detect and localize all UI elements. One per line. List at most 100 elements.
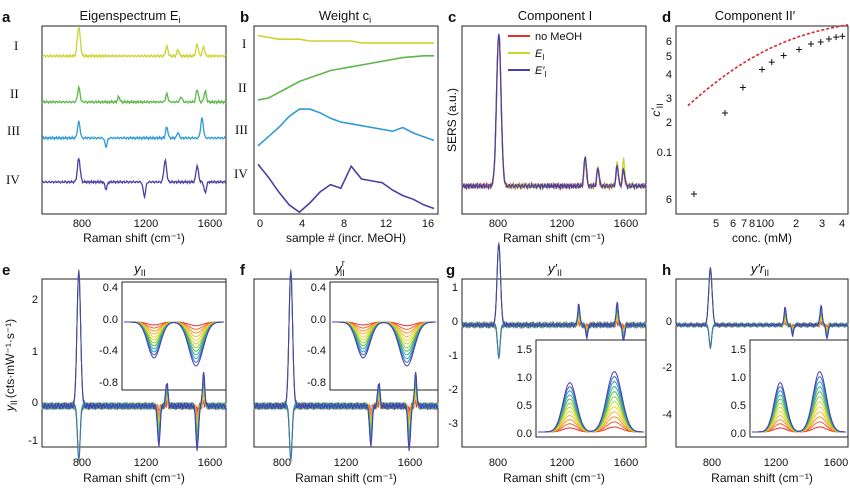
panel-e-title: yII xyxy=(133,261,146,278)
inset-ytick: 0.5 xyxy=(731,400,746,412)
panel-h-xtick: 1600 xyxy=(824,457,848,469)
panel-e-ytick: -1 xyxy=(28,435,38,447)
data-point xyxy=(833,34,840,41)
panel-g-ytick: -1 xyxy=(448,350,458,362)
legend-label-main: E′ xyxy=(535,65,545,77)
panel-h-yticks: 0 -2 -4 xyxy=(662,316,672,421)
eigenspectrum-line xyxy=(41,117,227,148)
panel-label-h: h xyxy=(662,262,671,279)
fit-line xyxy=(687,24,849,107)
inset-ytick: -0.4 xyxy=(99,345,118,357)
panel-e-ytick: 0 xyxy=(32,397,38,409)
panel-g-xlabel: Raman shift (cm⁻¹) xyxy=(503,471,605,485)
panel-e-xlabel: Raman shift (cm⁻¹) xyxy=(83,471,185,485)
panel-c-xlabel: Raman shift (cm⁻¹) xyxy=(503,231,605,245)
panel-h-title: y′rII xyxy=(750,261,769,278)
difference-line xyxy=(253,271,439,452)
panel-e-ylabel-sub: II xyxy=(9,400,19,405)
panel-a-title-sub: i xyxy=(179,15,181,25)
legend-label-main: E xyxy=(535,48,543,60)
weight-line xyxy=(257,108,435,147)
panel-b-xtick: 12 xyxy=(380,218,392,230)
inset-ytick: 1.0 xyxy=(731,372,746,384)
panel-b-xticks: 0 4 8 12 16 xyxy=(257,218,434,230)
panel-c-xtick: 800 xyxy=(489,218,507,230)
panel-d-xtick: 4 xyxy=(839,218,845,230)
eigenspectrum-line xyxy=(41,84,227,105)
panel-d-ytick: 3 xyxy=(666,93,672,105)
inset-ytick: 0.0 xyxy=(311,314,326,326)
inset-ytick: 1.0 xyxy=(517,372,532,384)
panel-e-ylabel: yII (cts·mW⁻¹·s⁻¹) xyxy=(3,319,19,412)
panel-h-ytick: 0 xyxy=(666,316,672,328)
panel-label-b: b xyxy=(240,9,249,26)
panel-c-ylabel: SERS (a.u.) xyxy=(445,88,459,152)
component-line xyxy=(461,34,647,191)
data-point xyxy=(768,59,775,66)
panel-f-xtick: 1200 xyxy=(334,457,358,469)
panel-g-title: y′II xyxy=(547,261,562,278)
legend-label-sub: I xyxy=(544,70,546,79)
panel-a-title: Eigenspectrum Ei xyxy=(80,8,181,25)
panel-d-title: Component II′ xyxy=(715,8,796,23)
panel-d-ytick: 0.1 xyxy=(657,147,672,159)
inset-ytick: 1.5 xyxy=(517,344,532,356)
panel-e-xtick: 1200 xyxy=(134,457,158,469)
panel-d-ytick: 6 xyxy=(666,194,672,206)
difference-line xyxy=(253,382,439,458)
inset-line xyxy=(332,321,436,367)
panel-b-row-label: IV xyxy=(234,166,248,181)
panel-h-xlabel: Raman shift (cm⁻¹) xyxy=(711,471,813,485)
panel-e-yticks: 2 1 0 -1 xyxy=(28,294,38,447)
panel-e-title-main: y xyxy=(133,261,142,276)
panel-e-ytick: 1 xyxy=(32,346,38,358)
panel-label-a: a xyxy=(2,9,11,26)
panel-a-xticks: 800 1200 1600 xyxy=(73,218,222,230)
data-point xyxy=(780,52,787,59)
panel-g-inset xyxy=(535,339,647,438)
data-point xyxy=(807,41,814,48)
legend-label: E′I xyxy=(535,65,547,79)
panel-d-frame xyxy=(675,25,849,215)
panel-b-xtick: 0 xyxy=(257,218,263,230)
inset-ytick: 0.0 xyxy=(517,428,532,440)
weight-line xyxy=(257,34,434,44)
inset-ytick: -0.4 xyxy=(307,345,326,357)
difference-line xyxy=(41,382,227,458)
panel-d-xlabel: conc. (mM) xyxy=(732,231,792,245)
legend-label-sub: I xyxy=(542,53,544,62)
panel-e-xticks: 800 1200 1600 xyxy=(73,457,222,469)
panel-d-xtick: 7 xyxy=(741,218,747,230)
panel-h-inset xyxy=(749,339,849,438)
eigenspectrum-line xyxy=(41,26,227,59)
panel-e-inset-yticks: 0.4 0.0 -0.4 -0.8 xyxy=(99,282,118,389)
data-point xyxy=(739,84,746,91)
panel-d-yticks: 6 0.1 2 3 4 5 6 xyxy=(657,36,672,206)
panel-a-xtick: 1200 xyxy=(134,218,158,230)
panel-c-legend: no MeOH EI E′I xyxy=(508,31,582,79)
panel-g-xtick: 800 xyxy=(489,457,507,469)
panel-g-xticks: 800 1200 1600 xyxy=(489,457,638,469)
panel-b-row-label: III xyxy=(235,122,248,137)
inset-ytick: -0.8 xyxy=(99,377,118,389)
weight-line xyxy=(257,163,435,214)
panel-d-xticks: 5 6 7 8 100 2 3 4 xyxy=(713,218,845,230)
panel-f-xtick: 800 xyxy=(273,457,291,469)
panel-f-title: yr II xyxy=(334,258,345,278)
panel-a-xtick: 1600 xyxy=(198,218,222,230)
panel-a-row-label: II xyxy=(10,86,19,101)
data-point xyxy=(721,109,728,116)
difference-line xyxy=(461,243,647,341)
panel-a-xtick: 800 xyxy=(73,218,91,230)
panel-a-row-labels: I II III IV xyxy=(6,38,20,187)
panel-f-title-sub: II xyxy=(340,268,345,278)
panel-b-xtick: 4 xyxy=(299,218,305,230)
panel-a-row-label: III xyxy=(7,123,20,138)
panel-b-title-main: Weight c xyxy=(319,8,370,23)
panel-a-frame xyxy=(41,25,227,215)
panel-e-xtick: 800 xyxy=(73,457,91,469)
data-point xyxy=(825,36,832,43)
panel-h-title-main: y′r xyxy=(750,261,765,276)
panel-b-xlabel: sample # (incr. MeOH) xyxy=(286,231,406,245)
